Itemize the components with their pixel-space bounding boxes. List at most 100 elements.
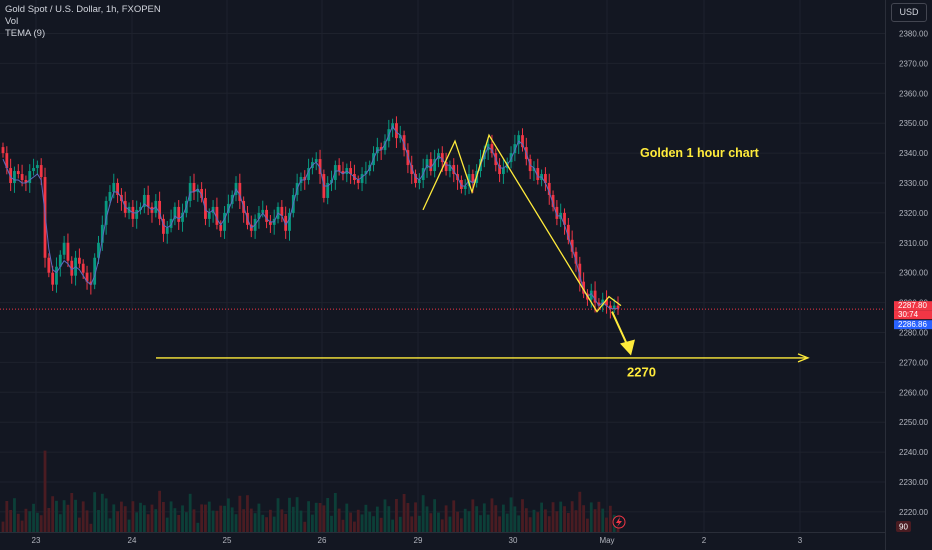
volume-bar: [383, 499, 387, 532]
volume-bar: [601, 508, 605, 532]
volume-bar: [547, 516, 551, 532]
volume-bar: [268, 509, 272, 532]
volume-bar: [299, 510, 303, 532]
volume-bar: [330, 515, 333, 532]
volume-bar: [482, 503, 486, 532]
volume-bar: [502, 504, 505, 532]
candle-body: [532, 168, 536, 172]
volume-bar: [425, 506, 429, 532]
volume-bar: [586, 518, 589, 532]
double-top-pattern: [422, 133, 622, 313]
candle-body: [135, 209, 139, 219]
tema-indicator-label[interactable]: TEMA (9): [5, 28, 46, 39]
candle-body: [158, 200, 162, 219]
grid: [0, 0, 885, 532]
candle-body: [555, 206, 559, 219]
volume-bar: [372, 516, 375, 532]
volume-bar: [379, 517, 383, 532]
volume-bar: [433, 499, 437, 532]
volume-bar: [74, 499, 77, 532]
symbol-title[interactable]: Gold Spot / U.S. Dollar, 1h, FXOPEN: [5, 4, 161, 15]
candle-body: [226, 203, 230, 213]
volume-bar: [20, 520, 24, 532]
volume-bar: [28, 511, 32, 532]
volume-bar: [368, 511, 372, 532]
vol-indicator-label[interactable]: Vol: [5, 16, 19, 27]
volume-bar: [593, 509, 597, 532]
volume-bar: [104, 498, 108, 532]
candle-body: [58, 254, 62, 267]
volume-bar: [131, 501, 135, 532]
volume-bar: [448, 516, 452, 532]
candle-body: [570, 239, 574, 252]
candle-body: [326, 183, 330, 198]
volume-bar: [35, 512, 39, 532]
volume-bar: [139, 502, 142, 532]
volume-bar: [207, 501, 211, 532]
volume-bar: [200, 504, 204, 532]
volume-bar: [85, 510, 89, 532]
price-tick-label: 2260.00: [899, 388, 928, 397]
candle-body: [181, 212, 184, 222]
volume-bar: [192, 509, 196, 532]
candle-body: [85, 272, 89, 282]
candle-body: [268, 221, 272, 225]
volume-bar: [100, 493, 104, 532]
currency-button[interactable]: USD: [891, 3, 927, 22]
candle-body: [93, 257, 97, 285]
price-tick-label: 2230.00: [899, 478, 928, 487]
price-tick-label: 2250.00: [899, 418, 928, 427]
candle-body: [24, 180, 28, 183]
volume-bar: [456, 511, 459, 532]
price-axis[interactable]: 2380.00 2370.00 2360.00 2350.00 2340.00 2330.…: [885, 0, 929, 550]
candle-body: [51, 272, 55, 285]
volume-bar: [234, 514, 238, 532]
candle-body: [410, 165, 414, 175]
volume-bar: [66, 504, 70, 532]
volume-bar: [360, 514, 364, 532]
volume-bar: [265, 517, 268, 532]
volume-bar: [261, 514, 265, 532]
price-tick-label: 2220.00: [899, 508, 928, 517]
drawings: Golden 1 hour chart 2270: [156, 133, 810, 379]
volume-bar: [154, 509, 158, 532]
volume-bar: [162, 502, 165, 532]
volume-bar: [421, 495, 425, 532]
price-tick-label: 2380.00: [899, 30, 928, 39]
volume-bar: [551, 502, 555, 532]
volume-bar: [536, 512, 540, 532]
volume-bar: [326, 498, 330, 532]
volume-bar: [314, 502, 318, 532]
volume-bar: [307, 501, 310, 532]
candle-body: [257, 212, 261, 219]
volume-bar: [555, 511, 559, 532]
volume-bar: [463, 508, 467, 532]
volume-bar: [414, 502, 417, 532]
volume-bar: [32, 503, 35, 532]
volume-bar: [498, 516, 501, 532]
candle-body: [219, 224, 223, 231]
time-tick-label: 3: [798, 536, 803, 545]
volume-bar: [184, 512, 188, 532]
candle-body: [490, 144, 494, 154]
candle-body: [196, 188, 200, 192]
candle-body: [563, 212, 566, 225]
volume-bar: [349, 512, 353, 532]
volume-bar: [81, 501, 85, 532]
candle-body: [356, 180, 360, 183]
candle-body: [192, 183, 196, 192]
volume-bar: [322, 505, 326, 532]
volume-bar: [158, 490, 162, 532]
candle-body: [597, 302, 601, 306]
volume-bar: [219, 505, 223, 532]
volume-bar: [597, 501, 601, 532]
time-axis[interactable]: 23 24 25 26 29 30 May 2 3: [0, 532, 885, 546]
time-tick-label: 2: [702, 536, 707, 545]
volume-bar: [570, 501, 574, 532]
volume-bar: [578, 491, 582, 532]
time-tick-label: 26: [318, 536, 327, 545]
volume-bar: [479, 515, 482, 532]
candle-body: [578, 263, 582, 282]
